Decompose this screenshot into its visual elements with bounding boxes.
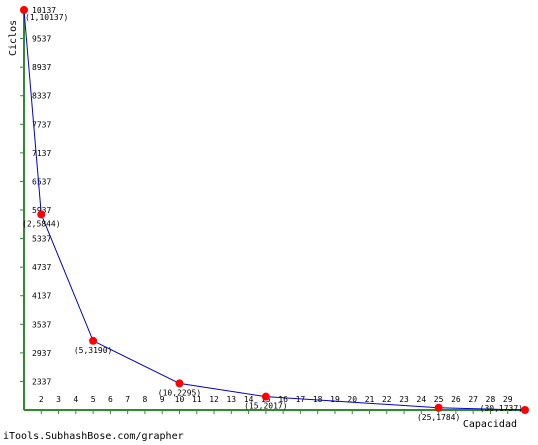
data-point (89, 336, 98, 345)
data-label: (25,1784) (417, 413, 460, 422)
data-labels: (1,10137) (2,5844) (5,3190) (10,2295) (15,20… (22, 13, 523, 422)
x-tick-label: 12 (209, 395, 219, 404)
data-point (521, 406, 529, 414)
axes (23, 8, 528, 411)
x-tick-label: 2 (39, 395, 44, 404)
x-tick-label: 3 (56, 395, 61, 404)
x-tick-label: 25 (434, 395, 444, 404)
x-tick-label: 13 (226, 395, 236, 404)
data-label: (10,2295) (158, 388, 201, 397)
y-tick-label: 5337 (32, 235, 51, 244)
x-tick-label: 29 (503, 395, 513, 404)
data-label: (30,1737) (480, 404, 523, 413)
x-tick-label: 27 (468, 395, 478, 404)
x-tick-label: 23 (399, 395, 409, 404)
x-tick-label: 22 (382, 395, 392, 404)
x-tick-label: 5 (91, 395, 96, 404)
data-label: (1,10137) (25, 13, 68, 22)
y-axis-title: Ciclos (8, 20, 19, 56)
data-point (37, 210, 46, 219)
data-point (20, 6, 28, 14)
x-tick-label: 10 (175, 395, 185, 404)
footer-credit: iTools.SubhashBose.com/grapher (3, 431, 184, 442)
y-tick-label: 2337 (32, 377, 51, 386)
data-label: (2,5844) (22, 219, 61, 228)
x-tick-label: 21 (365, 395, 375, 404)
y-tick-label: 2937 (32, 349, 51, 358)
x-tick-label: 8 (143, 395, 148, 404)
y-tick-labels: 2337293735374137473753375937653771377737… (20, 6, 56, 386)
data-point (434, 403, 443, 412)
x-tick-label: 14 (244, 395, 254, 404)
x-tick-label: 4 (73, 395, 78, 404)
x-tick-label: 9 (160, 395, 165, 404)
x-tick-label: 19 (330, 395, 340, 404)
y-tick-label: 7737 (32, 120, 51, 129)
data-point (261, 392, 270, 401)
y-tick-label: 8937 (32, 63, 51, 72)
data-point (175, 379, 184, 388)
x-tick-label: 24 (417, 395, 427, 404)
data-label: (5,3190) (74, 346, 113, 355)
data-points (20, 6, 529, 414)
y-tick-label: 6537 (32, 177, 51, 186)
y-tick-label: 4137 (32, 292, 51, 301)
x-tick-label: 16 (278, 395, 288, 404)
x-tick-label: 26 (451, 395, 461, 404)
x-tick-label: 17 (296, 395, 306, 404)
data-label: (15,2017) (244, 402, 287, 411)
x-tick-label: 7 (125, 395, 130, 404)
x-tick-label: 6 (108, 395, 113, 404)
x-tick-label: 11 (192, 395, 202, 404)
y-tick-label: 8337 (32, 92, 51, 101)
y-tick-label: 4737 (32, 263, 51, 272)
y-tick-label: 10137 (32, 6, 56, 15)
x-tick-label: 28 (486, 395, 496, 404)
y-tick-label: 9537 (32, 35, 51, 44)
y-tick-label: 3537 (32, 320, 51, 329)
y-tick-label: 7137 (32, 149, 51, 158)
x-axis-title: Capacidad (463, 419, 517, 430)
x-tick-label: 20 (347, 395, 357, 404)
